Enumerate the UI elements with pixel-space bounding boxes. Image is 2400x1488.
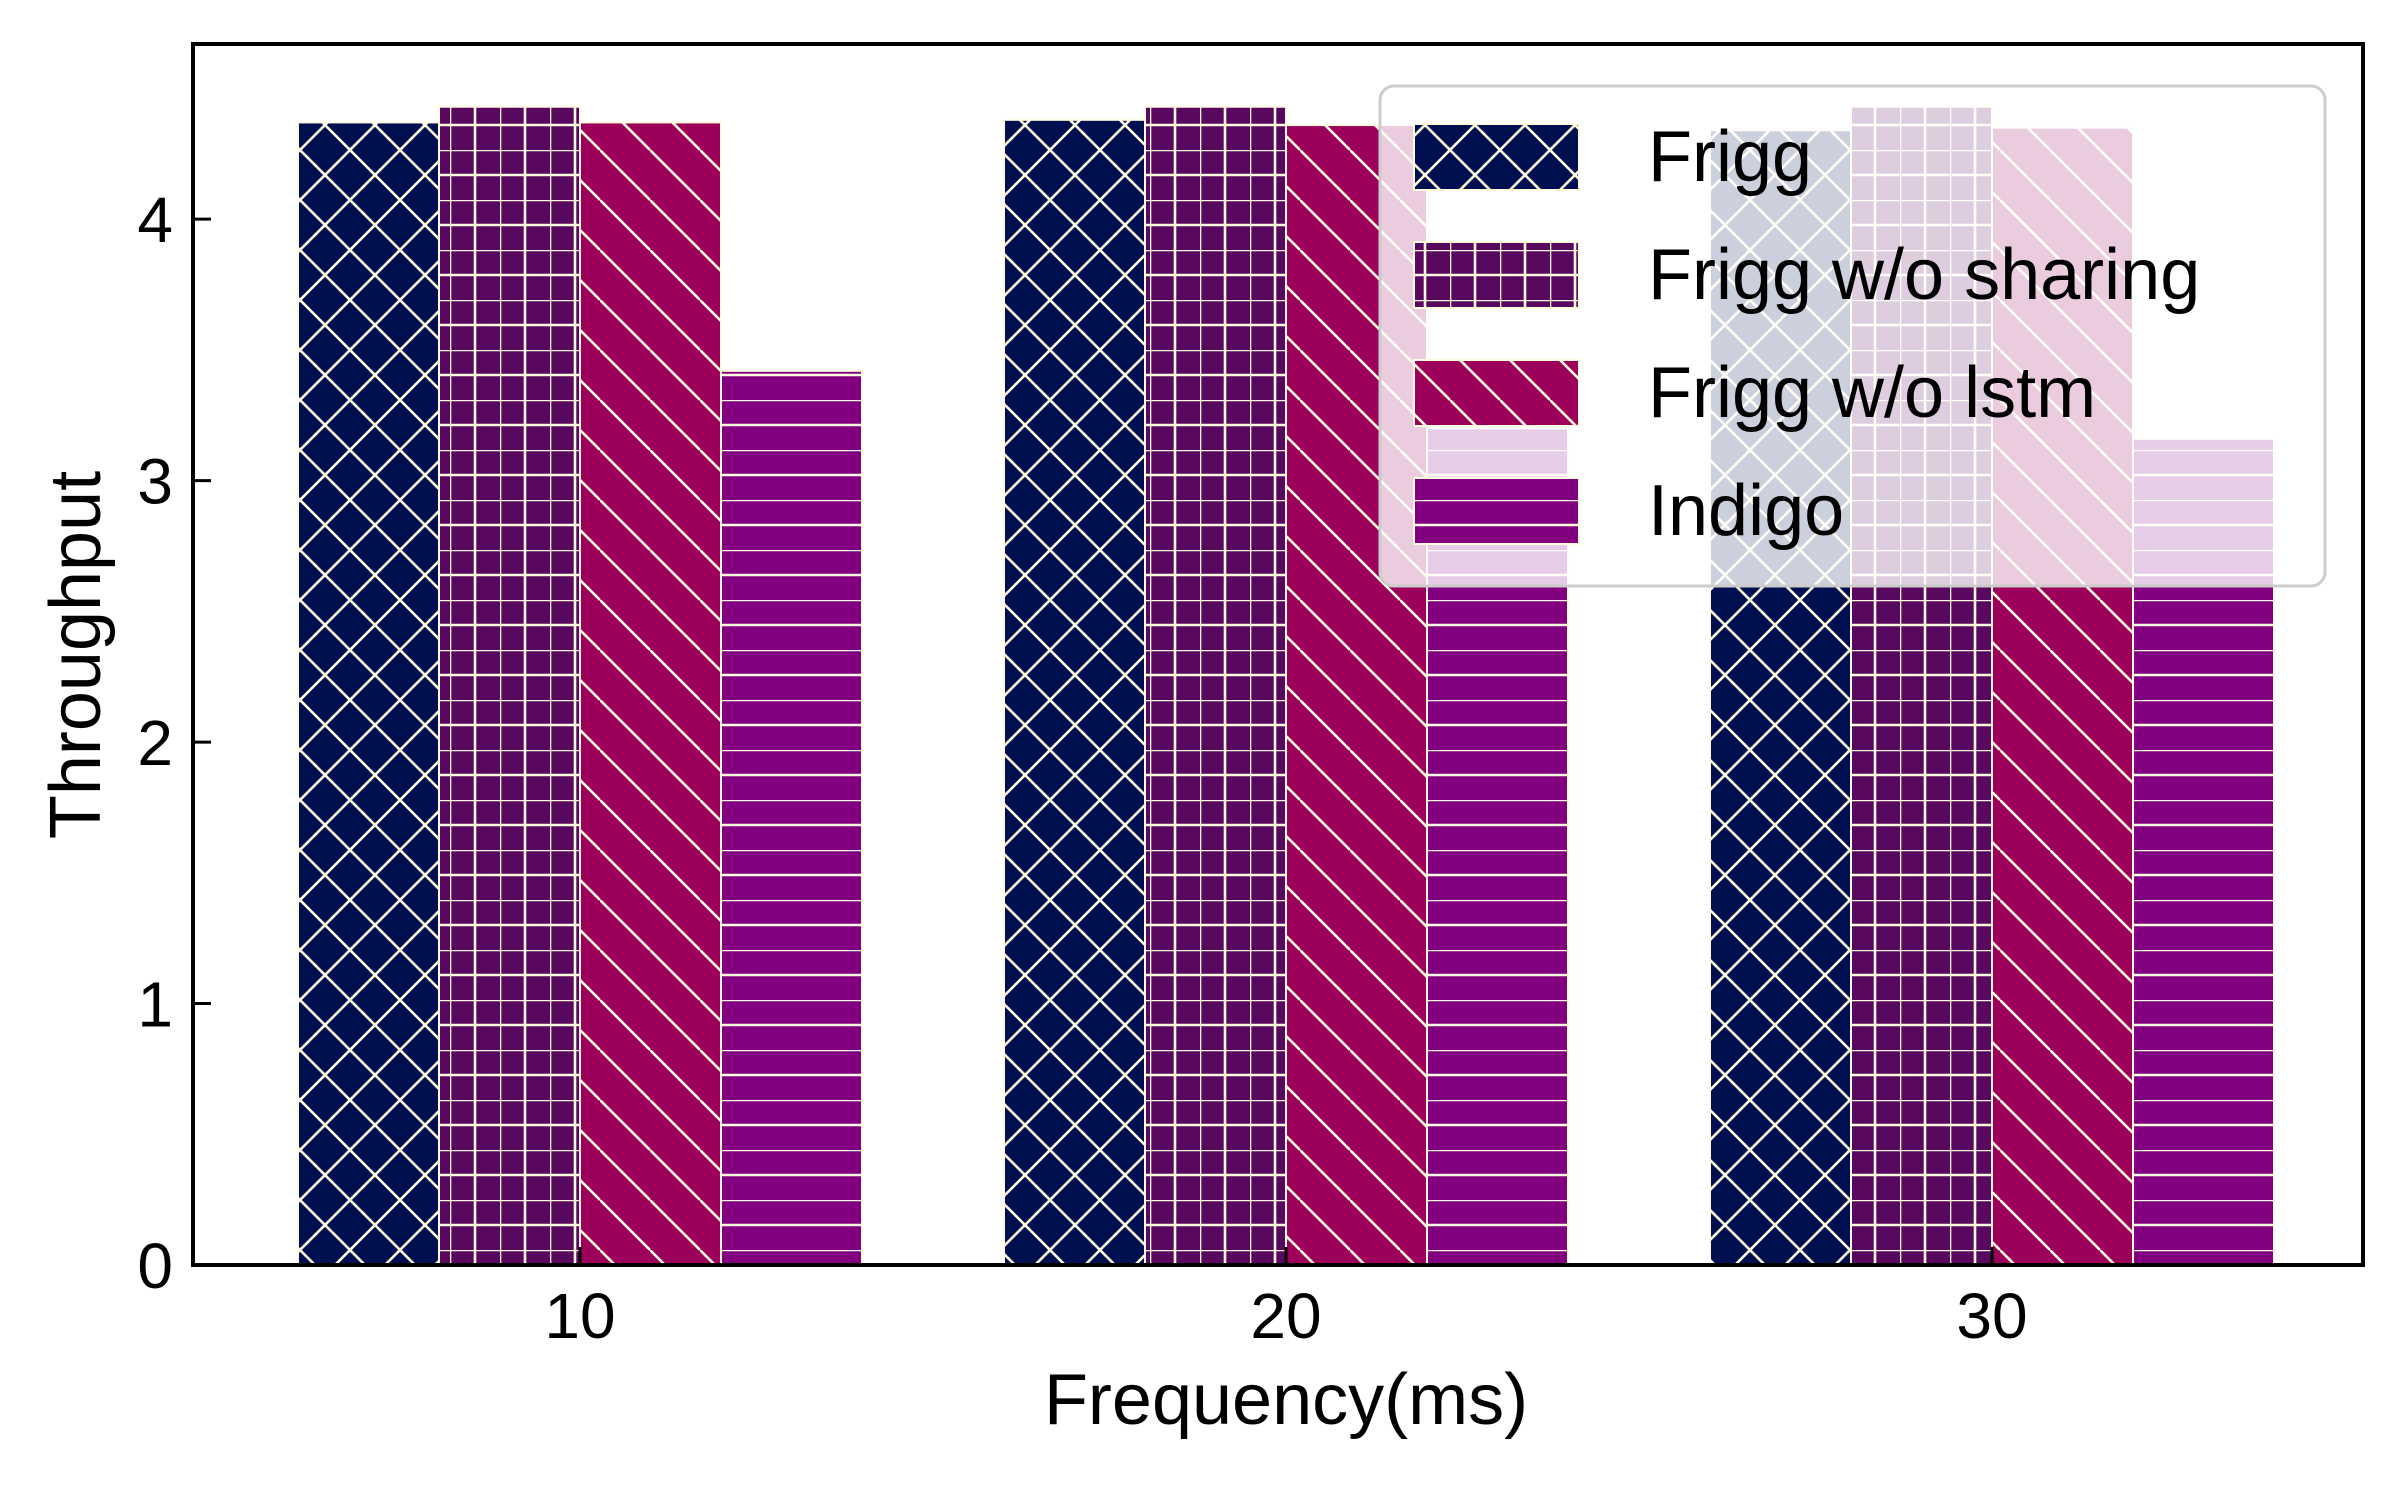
bar-frigg-w-o-sharing-20 [1144,105,1287,1266]
y-axis-label: Throughput [36,471,116,839]
bar-frigg-10 [297,121,440,1266]
bars-layer [297,105,2275,1267]
x-tick-label-30: 30 [1956,1280,2027,1352]
legend-box [1378,84,2327,588]
legend-swatch-indigo [1413,477,1580,545]
x-tick-label-20: 20 [1250,1280,1321,1352]
legend-swatch-frigg [1413,123,1580,191]
bar-indigo-10 [720,369,863,1266]
legend-label-frigg: Frigg [1648,117,1812,197]
y-tick-label-4: 4 [137,184,173,256]
y-tick-label-3: 3 [137,446,173,518]
x-axis-label: Frequency(ms) [1044,1360,1528,1440]
legend-label-indigo: Indigo [1648,471,1844,551]
axes-layer: 0 1 2 3 4 10 20 30 [137,184,2027,1352]
y-tick-label-1: 1 [137,969,173,1041]
legend-swatch-frigg-w-o-sharing [1413,241,1580,309]
bar-frigg-w-o-lstm-10 [579,121,722,1266]
y-tick-label-2: 2 [137,707,173,779]
bar-frigg-w-o-sharing-10 [438,105,581,1266]
bar-frigg-20 [1003,118,1146,1267]
legend-label-frigg-w-o-lstm: Frigg w/o lstm [1648,353,2096,433]
legend: Frigg Frigg w/o sharing Frigg w/o lstm Indi… [1378,84,2327,588]
legend-label-frigg-w-o-sharing: Frigg w/o sharing [1648,235,2200,315]
legend-swatch-frigg-w-o-lstm [1413,359,1580,427]
x-tick-label-10: 10 [544,1280,615,1352]
plot-frame [191,42,2365,1267]
y-tick-label-0: 0 [137,1230,173,1302]
